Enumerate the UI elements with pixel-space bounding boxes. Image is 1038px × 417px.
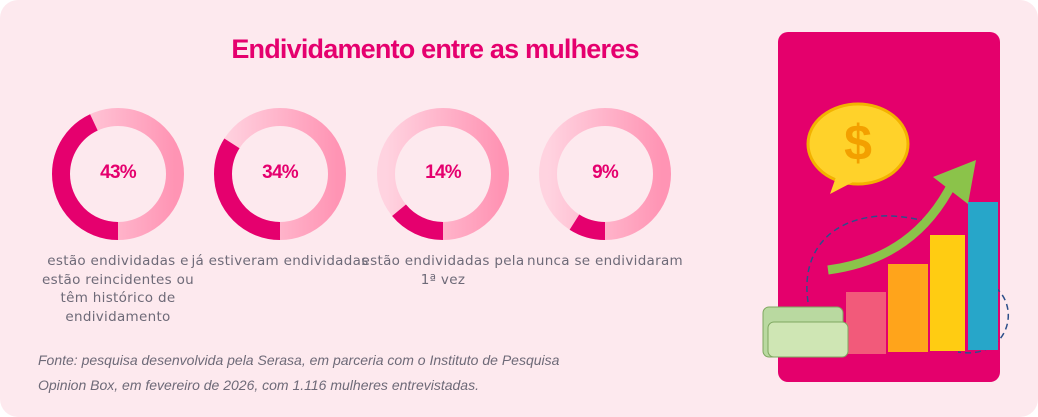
coin-growth-chart-illustration: $ (762, 32, 1010, 382)
donut-caption: já estiveram endividadas (191, 253, 369, 269)
svg-text:$: $ (844, 115, 872, 171)
donut-percent-label: 14% (425, 162, 461, 183)
donut-caption: nunca se endividaram (526, 253, 684, 269)
donut-chart: 14% (377, 108, 509, 240)
donut-value-segment (214, 108, 346, 240)
donut-chart: 43% (52, 108, 184, 240)
donut-chart: 34% (214, 108, 346, 240)
source-line-2: Opinion Box, em fevereiro de 2026, com 1… (38, 377, 479, 393)
donut-value-segment (377, 108, 509, 240)
donut-caption: estão endividadas pela 1ª vez (361, 253, 525, 288)
donut-caption: estão endividadas e estão reincidentes o… (42, 253, 194, 325)
donut-chart: 9% (539, 108, 671, 240)
donut-percent-label: 9% (592, 162, 619, 183)
source-line-1: Fonte: pesquisa desenvolvida pela Serasa… (38, 352, 560, 368)
donut-value-segment (52, 108, 184, 240)
source-note: Fonte: pesquisa desenvolvida pela Serasa… (38, 348, 559, 398)
donut-percent-label: 34% (262, 162, 298, 183)
chart-title: Endividamento entre as mulheres (231, 34, 639, 64)
donut-value-segment (539, 108, 671, 240)
donut-percent-label: 43% (100, 162, 136, 183)
